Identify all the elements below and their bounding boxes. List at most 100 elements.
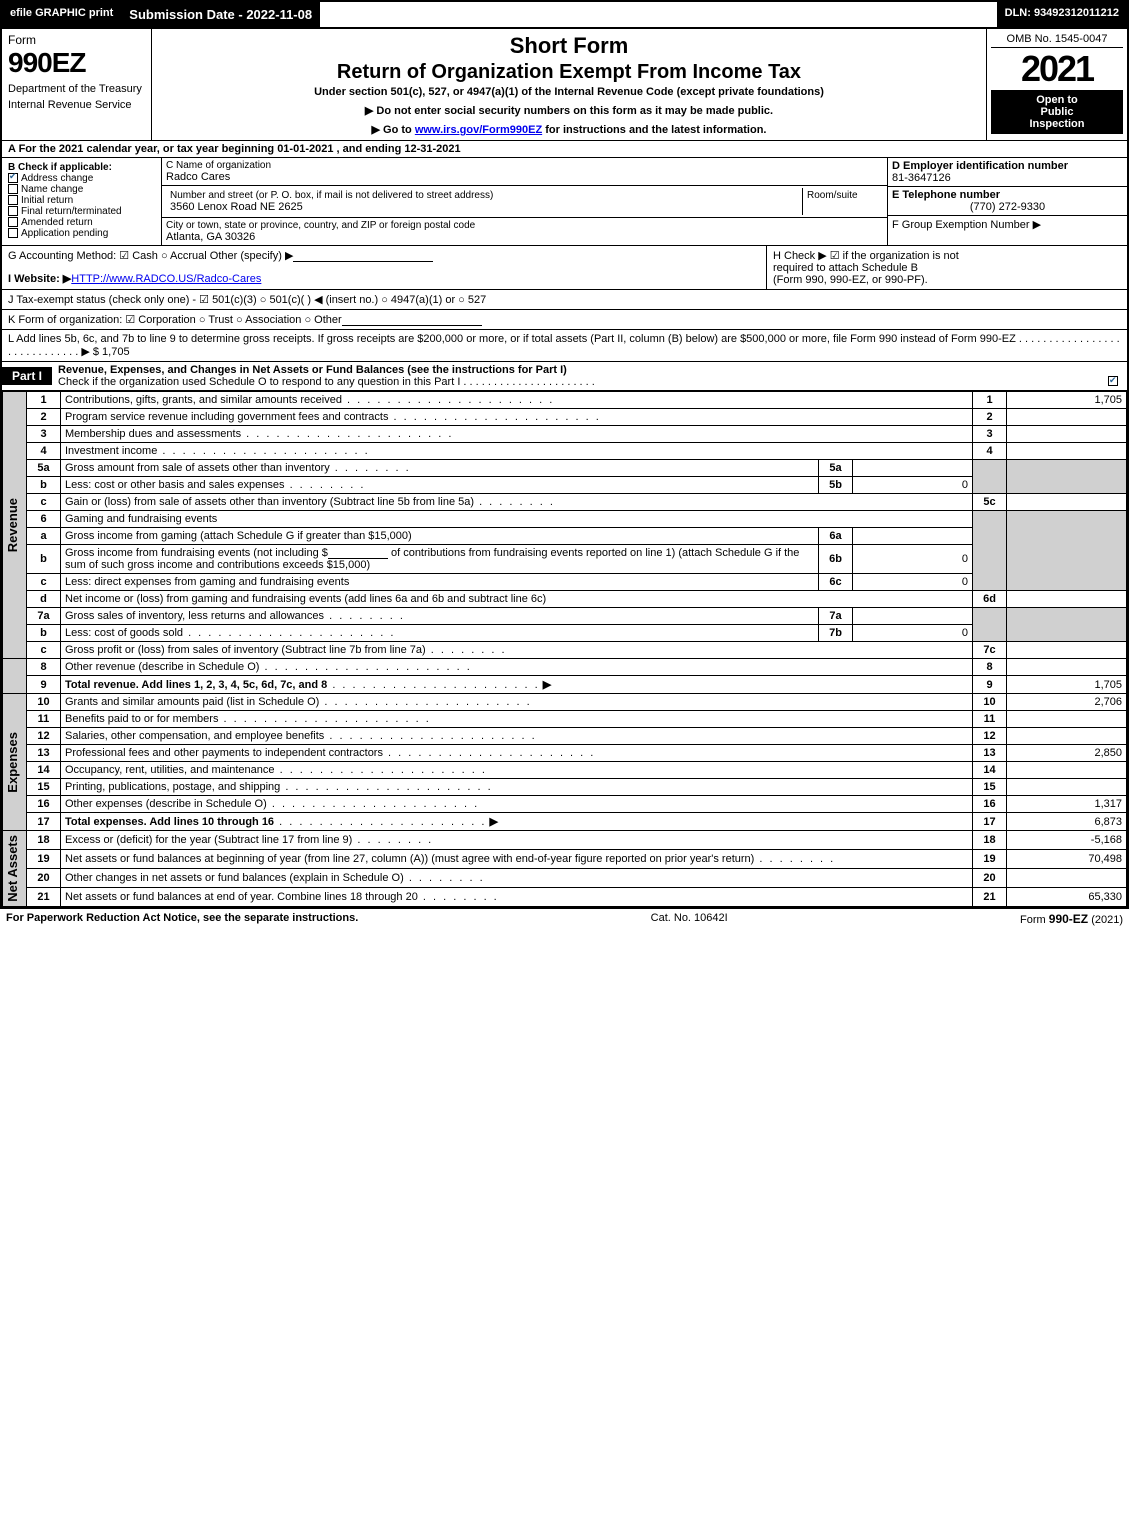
line-5b-num: b: [27, 477, 61, 494]
line-1-amt: 1,705: [1007, 392, 1127, 409]
footer-left: For Paperwork Reduction Act Notice, see …: [6, 912, 358, 924]
line-15-amt: [1007, 779, 1127, 796]
line-1-num: 1: [27, 392, 61, 409]
instruction-ssn: ▶ Do not enter social security numbers o…: [160, 104, 978, 117]
tax-year: 2021: [991, 48, 1123, 90]
irs-link[interactable]: www.irs.gov/Form990EZ: [415, 124, 542, 136]
line-7a-sublab: 7a: [819, 608, 853, 625]
line-6a-sublab: 6a: [819, 528, 853, 545]
city-label: City or town, state or province, country…: [166, 220, 883, 231]
line-8-ref: 8: [973, 659, 1007, 676]
line-7a-num: 7a: [27, 608, 61, 625]
efile-print-button[interactable]: efile GRAPHIC print: [2, 2, 121, 27]
section-a: A For the 2021 calendar year, or tax yea…: [2, 141, 1127, 158]
line-7b-sublab: 7b: [819, 625, 853, 642]
top-bar: efile GRAPHIC print Submission Date - 20…: [0, 0, 1129, 29]
entity-info: B Check if applicable: Address change Na…: [2, 158, 1127, 246]
lbl-amended-return: Amended return: [21, 217, 93, 228]
line-6d-amt: [1007, 591, 1127, 608]
line-6c-num: c: [27, 574, 61, 591]
title-short-form: Short Form: [160, 33, 978, 59]
line-21-desc: Net assets or fund balances at end of ye…: [65, 891, 418, 903]
line-14-amt: [1007, 762, 1127, 779]
line-9-ref: 9: [973, 676, 1007, 694]
line-18-num: 18: [27, 831, 61, 850]
line-18-ref: 18: [973, 831, 1007, 850]
d-ein-value: 81-3647126: [892, 172, 951, 184]
line-5c-ref: 5c: [973, 494, 1007, 511]
line-6-desc: Gaming and fundraising events: [61, 511, 973, 528]
chk-schedule-o[interactable]: [1108, 376, 1118, 386]
line-21-ref: 21: [973, 887, 1007, 906]
goto-post: for instructions and the latest informat…: [542, 124, 766, 136]
line-3-amt: [1007, 426, 1127, 443]
lbl-initial-return: Initial return: [21, 195, 73, 206]
line-12-desc: Salaries, other compensation, and employ…: [65, 730, 324, 742]
chk-final-return[interactable]: [8, 206, 18, 216]
part-1-sub: Check if the organization used Schedule …: [58, 376, 595, 388]
line-6-num: 6: [27, 511, 61, 528]
chk-address-change[interactable]: [8, 173, 18, 183]
chk-application-pending[interactable]: [8, 228, 18, 238]
line-11-desc: Benefits paid to or for members: [65, 713, 218, 725]
part-1-header: Part I Revenue, Expenses, and Changes in…: [2, 362, 1127, 391]
line-6d-num: d: [27, 591, 61, 608]
line-5a-num: 5a: [27, 460, 61, 477]
lines-table: Revenue 1 Contributions, gifts, grants, …: [2, 391, 1127, 907]
dept-irs: Internal Revenue Service: [8, 99, 145, 111]
page-footer: For Paperwork Reduction Act Notice, see …: [0, 907, 1129, 929]
omb-number: OMB No. 1545-0047: [991, 31, 1123, 48]
subtitle-under: Under section 501(c), 527, or 4947(a)(1)…: [160, 86, 978, 98]
line-6b-subamt: 0: [853, 545, 973, 574]
line-17-ref: 17: [973, 813, 1007, 831]
j-tax-exempt: J Tax-exempt status (check only one) - ☑…: [2, 290, 1127, 310]
line-3-num: 3: [27, 426, 61, 443]
line-4-num: 4: [27, 443, 61, 460]
line-4-amt: [1007, 443, 1127, 460]
line-9-desc: Total revenue. Add lines 1, 2, 3, 4, 5c,…: [65, 679, 327, 691]
submission-date: Submission Date - 2022-11-08: [121, 2, 320, 27]
line-16-num: 16: [27, 796, 61, 813]
line-3-ref: 3: [973, 426, 1007, 443]
website-link[interactable]: HTTP://www.RADCO.US/Radco-Cares: [71, 273, 261, 285]
line-8-amt: [1007, 659, 1127, 676]
line-18-amt: -5,168: [1007, 831, 1127, 850]
line-14-ref: 14: [973, 762, 1007, 779]
e-phone-value: (770) 272-9330: [892, 201, 1123, 213]
line-11-amt: [1007, 711, 1127, 728]
line-5b-subamt: 0: [853, 477, 973, 494]
goto-pre: ▶ Go to: [372, 124, 415, 136]
line-5c-desc: Gain or (loss) from sale of assets other…: [65, 496, 474, 508]
line-6b-num: b: [27, 545, 61, 574]
line-1-desc: Contributions, gifts, grants, and simila…: [65, 394, 342, 406]
line-7a-desc: Gross sales of inventory, less returns a…: [65, 610, 324, 622]
line-5b-sublab: 5b: [819, 477, 853, 494]
line-17-amt: 6,873: [1007, 813, 1127, 831]
line-21-num: 21: [27, 887, 61, 906]
line-9-num: 9: [27, 676, 61, 694]
line-13-amt: 2,850: [1007, 745, 1127, 762]
org-street: 3560 Lenox Road NE 2625: [170, 201, 798, 213]
line-13-num: 13: [27, 745, 61, 762]
f-group-exemption: F Group Exemption Number ▶: [892, 219, 1041, 231]
line-7b-subamt: 0: [853, 625, 973, 642]
section-g-h: G Accounting Method: ☑ Cash ○ Accrual Ot…: [2, 246, 1127, 290]
chk-amended-return[interactable]: [8, 217, 18, 227]
title-return: Return of Organization Exempt From Incom…: [160, 61, 978, 84]
line-19-num: 19: [27, 849, 61, 868]
part-1-label: Part I: [2, 367, 52, 385]
line-1-ref: 1: [973, 392, 1007, 409]
c-name-label: C Name of organization: [166, 160, 883, 171]
line-5c-num: c: [27, 494, 61, 511]
chk-name-change[interactable]: [8, 184, 18, 194]
h-line3: (Form 990, 990-EZ, or 990-PF).: [773, 274, 1121, 286]
line-19-ref: 19: [973, 849, 1007, 868]
line-19-amt: 70,498: [1007, 849, 1127, 868]
chk-initial-return[interactable]: [8, 195, 18, 205]
line-6b-sublab: 6b: [819, 545, 853, 574]
line-10-num: 10: [27, 694, 61, 711]
instruction-goto: ▶ Go to www.irs.gov/Form990EZ for instru…: [160, 123, 978, 136]
form-word: Form: [8, 33, 145, 47]
lbl-application-pending: Application pending: [21, 228, 108, 239]
line-6a-desc: Gross income from gaming (attach Schedul…: [61, 528, 819, 545]
